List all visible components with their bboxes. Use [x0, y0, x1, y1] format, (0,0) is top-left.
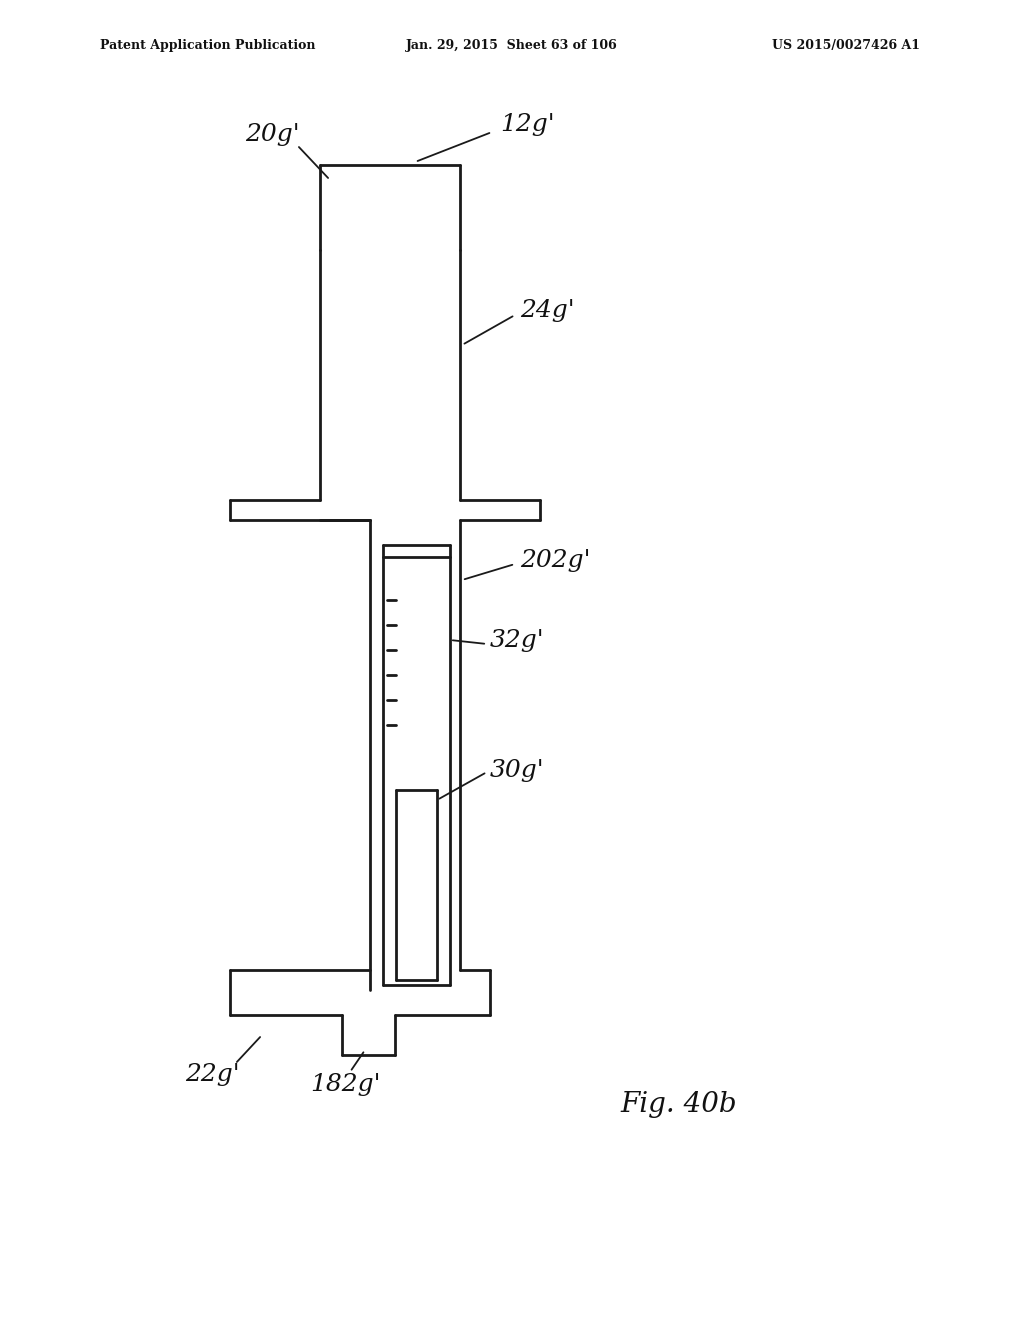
Text: 32g': 32g'	[490, 628, 545, 652]
Text: 182g': 182g'	[310, 1073, 381, 1097]
Text: 24g': 24g'	[520, 298, 574, 322]
Text: 12g': 12g'	[500, 114, 555, 136]
Text: 22g': 22g'	[185, 1064, 240, 1086]
Text: Patent Application Publication: Patent Application Publication	[100, 38, 315, 51]
Text: US 2015/0027426 A1: US 2015/0027426 A1	[772, 38, 920, 51]
Text: 30g': 30g'	[490, 759, 545, 781]
Text: 20g': 20g'	[245, 124, 300, 147]
Text: Fig. 40b: Fig. 40b	[620, 1092, 736, 1118]
Text: 202g': 202g'	[520, 549, 591, 572]
Text: Jan. 29, 2015  Sheet 63 of 106: Jan. 29, 2015 Sheet 63 of 106	[407, 38, 617, 51]
